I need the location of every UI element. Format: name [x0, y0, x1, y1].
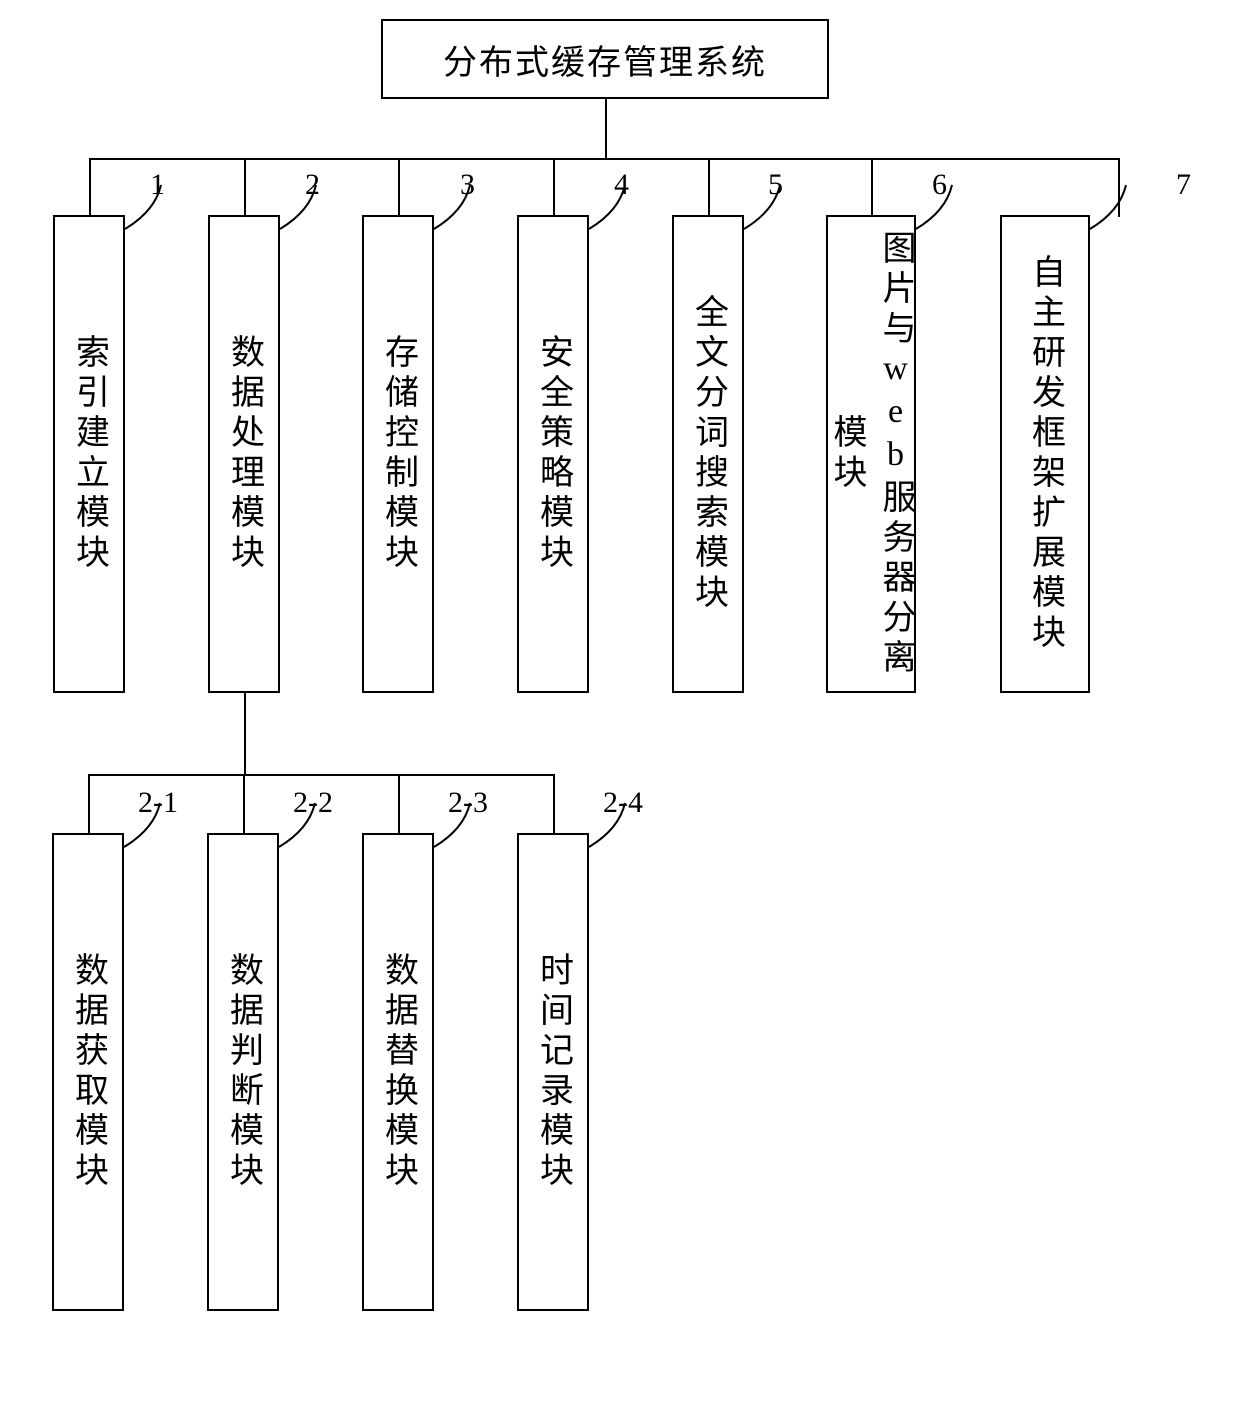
level1-node: 自主研发框架扩展模块	[1000, 215, 1090, 693]
level2-node-label: 数据获取模块	[64, 952, 113, 1192]
level1-node-label: 安全策略模块	[529, 334, 578, 574]
level1-node: 图片与web服务器分离模块	[826, 215, 916, 693]
level1-node: 安全策略模块	[517, 215, 589, 693]
level1-node-label: 存储控制模块	[374, 334, 423, 574]
callout-label: 2-1	[138, 786, 178, 820]
level1-node-label: 图片与web服务器分离模块	[822, 229, 920, 679]
level2-node-label: 数据判断模块	[219, 952, 268, 1192]
level1-node: 全文分词搜索模块	[672, 215, 744, 693]
callout-label: 5	[768, 168, 783, 202]
callout-label: 2	[305, 168, 320, 202]
level1-node: 索引建立模块	[53, 215, 125, 693]
level2-node: 时间记录模块	[517, 833, 589, 1311]
level1-node: 存储控制模块	[362, 215, 434, 693]
callout-label: 3	[460, 168, 475, 202]
level1-node-label: 数据处理模块	[220, 334, 269, 574]
level1-node-label: 全文分词搜索模块	[684, 294, 733, 614]
level1-node: 数据处理模块	[208, 215, 280, 693]
level1-node-label: 自主研发框架扩展模块	[1021, 254, 1070, 654]
level1-node-label: 索引建立模块	[65, 334, 114, 574]
level2-node-label: 时间记录模块	[529, 952, 578, 1192]
callout-label: 2-3	[448, 786, 488, 820]
root-node: 分布式缓存管理系统	[381, 19, 829, 99]
callout-label: 2-4	[603, 786, 643, 820]
callout-label: 6	[932, 168, 947, 202]
level2-node: 数据判断模块	[207, 833, 279, 1311]
callout-label: 2-2	[293, 786, 333, 820]
callout-curve	[1090, 185, 1130, 233]
callout-label: 7	[1176, 168, 1191, 202]
level2-node: 数据获取模块	[52, 833, 124, 1311]
root-node-label: 分布式缓存管理系统	[443, 35, 767, 84]
callout-label: 1	[150, 168, 165, 202]
callout-label: 4	[614, 168, 629, 202]
level2-node: 数据替换模块	[362, 833, 434, 1311]
level2-node-label: 数据替换模块	[374, 952, 423, 1192]
